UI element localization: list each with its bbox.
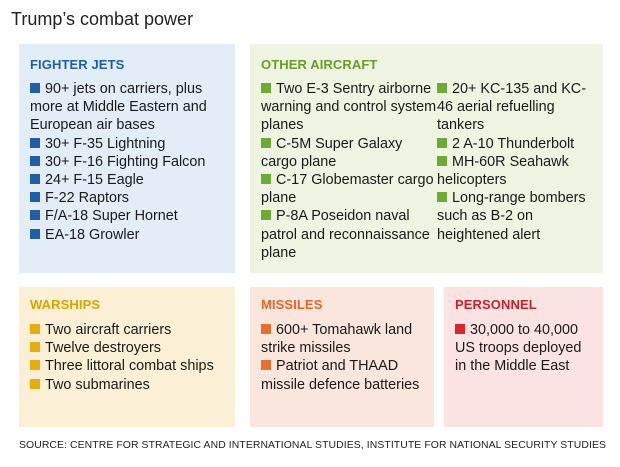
square-bullet-icon [30, 324, 40, 334]
square-bullet-icon [261, 174, 271, 185]
list-item: 20+ KC-135 and KC-46 aerial refuelling t… [437, 81, 586, 134]
list-item: 30+ F-35 Lightning [30, 135, 232, 153]
missiles-heading: MISSILES [261, 297, 323, 312]
square-bullet-icon [30, 210, 40, 221]
other-aircraft-panel: OTHER AIRCRAFT Two E-3 Sentry airborne w… [250, 44, 603, 273]
square-bullet-icon [261, 360, 271, 371]
list-item: Long-range bombers such as B-2 on height… [437, 190, 586, 243]
list-item: Three littoral combat ships [30, 357, 230, 375]
fighter-jets-panel: FIGHTER JETS 90+ jets on carriers, plus … [19, 44, 235, 273]
list-item: Twelve destroyers [30, 339, 230, 357]
personnel-list: 30,000 to 40,000 US troops deployed in t… [455, 321, 595, 376]
source-note: SOURCE: CENTRE FOR STRATEGIC AND INTERNA… [19, 440, 607, 451]
square-bullet-icon [437, 155, 447, 166]
missiles-list: 600+ Tomahawk land strike missiles Patri… [261, 321, 431, 394]
other-aircraft-heading: OTHER AIRCRAFT [261, 57, 378, 72]
list-item: MH-60R Seahawk helicopters [437, 153, 569, 189]
square-bullet-icon [30, 137, 40, 148]
list-item: 30,000 to 40,000 US troops deployed in t… [455, 322, 582, 375]
list-item: Two aircraft carriers [30, 321, 230, 339]
square-bullet-icon [30, 360, 40, 371]
square-bullet-icon [437, 137, 447, 148]
list-item: 2 A-10 Thunderbolt [437, 135, 601, 153]
warships-heading: WARSHIPS [30, 297, 101, 312]
square-bullet-icon [261, 324, 271, 334]
personnel-heading: PERSONNEL [455, 297, 537, 312]
other-aircraft-list-left: Two E-3 Sentry airborne warning and cont… [261, 80, 437, 262]
fighter-jets-list: 90+ jets on carriers, plus more at Middl… [30, 80, 232, 244]
list-item: 24+ F-15 Eagle [30, 171, 232, 189]
list-item: 90+ jets on carriers, plus more at Middl… [30, 81, 207, 134]
list-item: 30+ F-16 Fighting Falcon [30, 153, 232, 171]
list-item: EA-18 Growler [30, 226, 232, 244]
list-item: P-8A Poseidon naval patrol and reconnais… [261, 208, 430, 261]
list-item: Patriot and THAAD missile defence batter… [261, 358, 420, 393]
square-bullet-icon [30, 83, 40, 93]
other-aircraft-list-right: 20+ KC-135 and KC-46 aerial refuelling t… [437, 80, 601, 262]
square-bullet-icon [30, 174, 40, 185]
list-item: Two E-3 Sentry airborne warning and cont… [261, 81, 437, 134]
list-item: F/A-18 Super Hornet [30, 207, 232, 225]
personnel-panel: PERSONNEL 30,000 to 40,000 US troops dep… [444, 287, 603, 427]
square-bullet-icon [261, 210, 271, 221]
square-bullet-icon [261, 137, 271, 148]
square-bullet-icon [261, 83, 271, 93]
square-bullet-icon [30, 228, 40, 239]
square-bullet-icon [437, 192, 447, 203]
warships-list: Two aircraft carriers Twelve destroyers … [30, 321, 230, 394]
list-item: C-5M Super Galaxy cargo plane [261, 135, 403, 170]
page-title: Trump’s combat power [11, 9, 194, 29]
square-bullet-icon [30, 192, 40, 203]
square-bullet-icon [30, 155, 40, 166]
list-item: 600+ Tomahawk land strike missiles [261, 322, 413, 357]
list-item: F-22 Raptors [30, 189, 232, 207]
list-item: Two submarines [30, 376, 230, 394]
warships-panel: WARSHIPS Two aircraft carriers Twelve de… [19, 287, 235, 427]
square-bullet-icon [437, 83, 447, 93]
missiles-panel: MISSILES 600+ Tomahawk land strike missi… [250, 287, 434, 427]
square-bullet-icon [455, 324, 465, 334]
fighter-jets-heading: FIGHTER JETS [30, 57, 125, 72]
square-bullet-icon [30, 342, 40, 353]
square-bullet-icon [30, 378, 40, 389]
list-item: C-17 Globemaster cargo plane [261, 172, 434, 207]
